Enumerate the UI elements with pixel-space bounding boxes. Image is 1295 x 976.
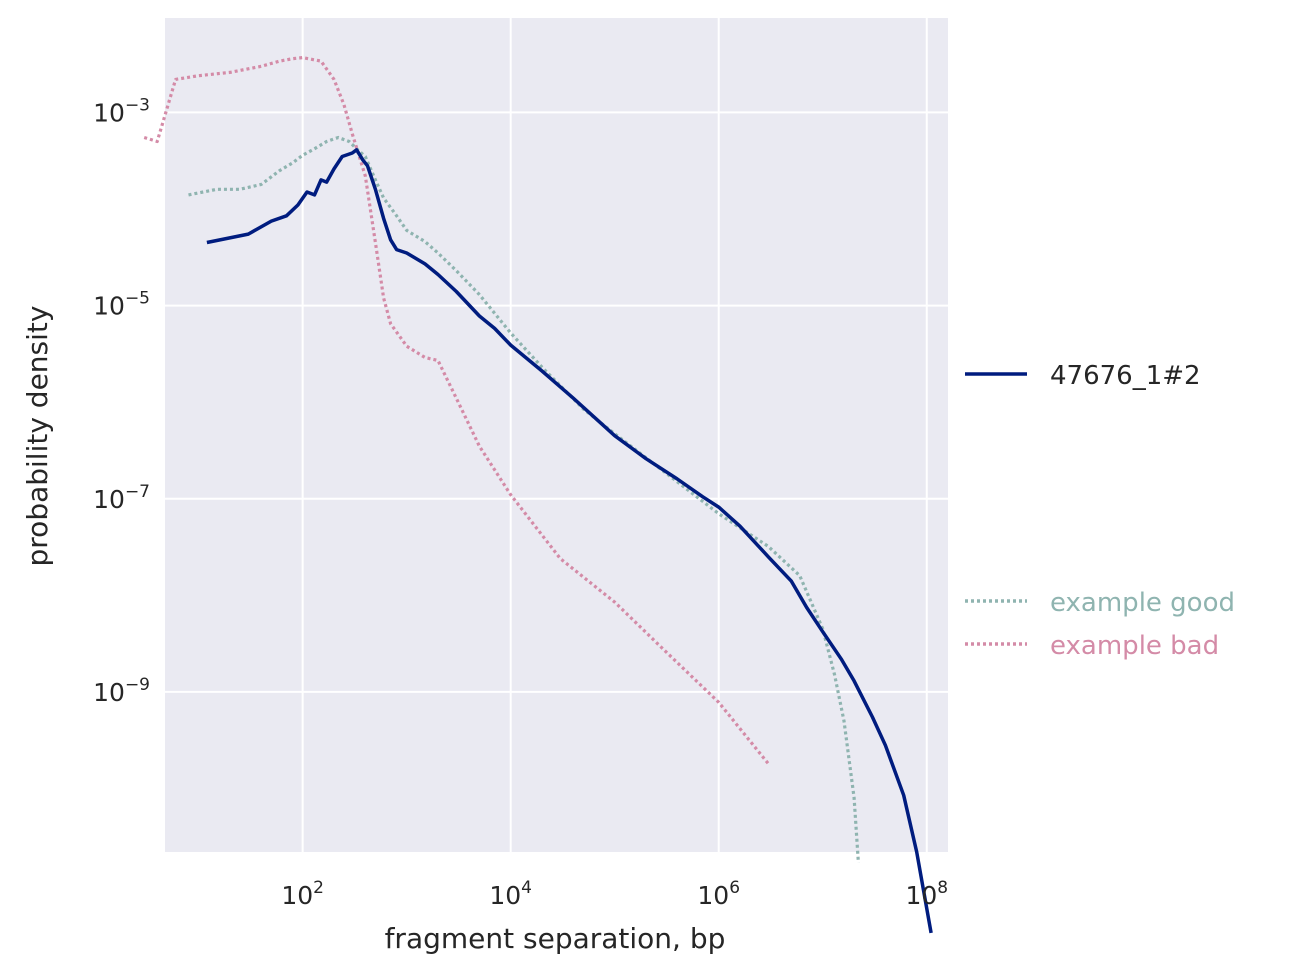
x-tick-label: 108 — [905, 878, 948, 910]
x-tick-label: 102 — [281, 878, 324, 910]
y-tick-label: 10−7 — [93, 482, 150, 514]
plot-area — [165, 18, 948, 852]
y-tick-label: 10−5 — [93, 289, 150, 321]
legend-label-good: example good — [1050, 588, 1235, 618]
y-axis-label: probability density — [21, 306, 54, 567]
x-axis-label: fragment separation, bp — [385, 922, 726, 955]
series-line-example-good — [188, 135, 860, 863]
y-tick-label: 10−9 — [93, 675, 150, 707]
x-tick-label: 106 — [697, 878, 740, 910]
y-tick-labels: 10−3 10−5 10−7 10−9 — [93, 95, 150, 706]
legend-label-bad: example bad — [1050, 631, 1219, 661]
x-tick-labels: 102 104 106 108 — [281, 878, 948, 910]
y-tick-label: 10−3 — [93, 95, 150, 127]
series-line-example-bad — [143, 55, 770, 765]
x-tick-label: 104 — [489, 878, 532, 910]
legend-label-47676: 47676_1#2 — [1050, 361, 1201, 391]
legend: 47676_1#2 example good example bad — [965, 361, 1235, 661]
series-line-47676-1-2 — [206, 148, 933, 934]
grid-lines — [165, 18, 948, 852]
series-layer — [143, 55, 933, 934]
